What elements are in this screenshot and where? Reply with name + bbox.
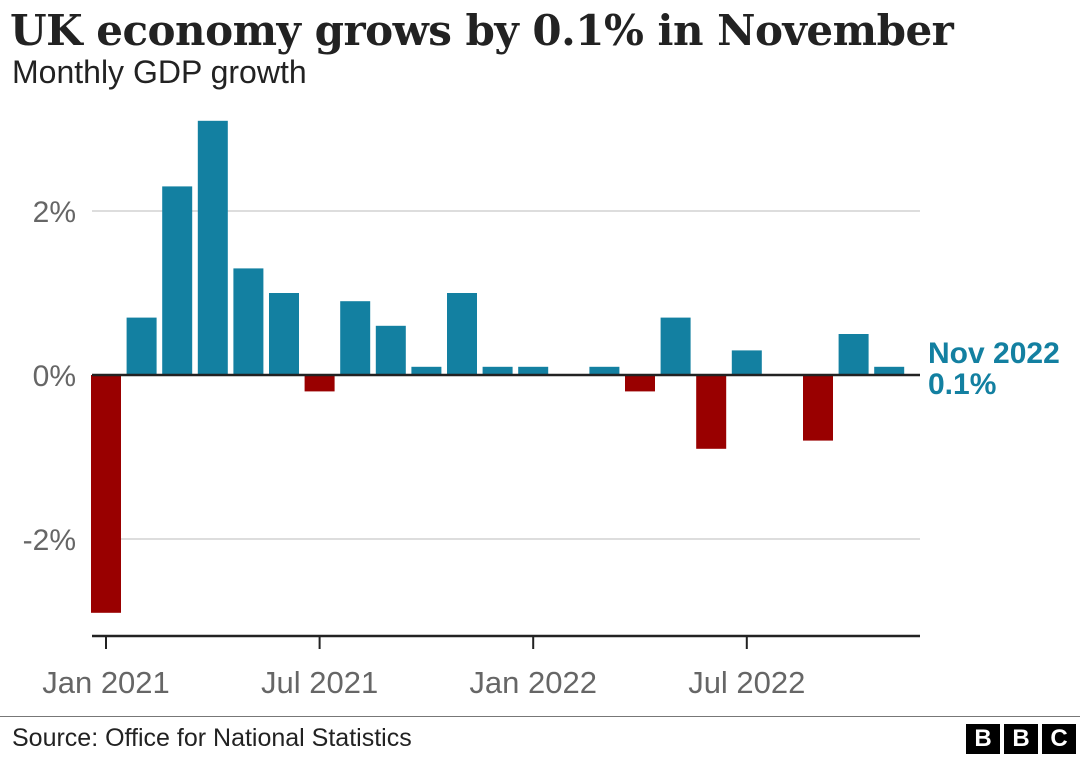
bar-may-2021 xyxy=(233,268,264,375)
chart-title: UK economy grows by 0.1% in November xyxy=(10,6,954,55)
annotation-value: 0.1% xyxy=(928,368,996,401)
bbc-logo-c: C xyxy=(1042,724,1076,754)
y-tick-label: 2% xyxy=(33,196,76,229)
bars xyxy=(91,120,905,613)
bar-mar-2022 xyxy=(589,366,620,375)
bar-mar-2021 xyxy=(162,186,193,375)
bar-oct-2021 xyxy=(411,366,442,375)
bar-apr-2022 xyxy=(625,375,655,392)
source-note: Source: Office for National Statistics xyxy=(12,724,412,752)
bar-jan-2022 xyxy=(518,366,549,375)
x-tick-label: Jul 2021 xyxy=(261,665,378,700)
bbc-logo-b1: B xyxy=(966,724,1000,754)
x-axis-ticks: Jan 2021 Jul 2021 Jan 2022 Jul 2022 xyxy=(42,636,805,700)
bar-oct-2022 xyxy=(838,334,869,375)
bar-nov-2021 xyxy=(447,293,477,375)
x-tick-label: Jan 2022 xyxy=(469,665,597,700)
bar-jan-2021 xyxy=(91,375,121,613)
y-tick-label: -2% xyxy=(23,524,76,557)
bar-chart: 2% 0% -2% Jan 2021 Jul 2021 Jan 2022 Jul 2022… xyxy=(23,120,1060,700)
source-divider xyxy=(0,716,1080,717)
bbc-logo-b2: B xyxy=(1004,724,1038,754)
y-axis-ticks: 2% 0% -2% xyxy=(23,196,76,557)
bar-may-2022 xyxy=(660,317,691,375)
annotation-label: Nov 2022 xyxy=(928,337,1060,370)
bar-jun-2021 xyxy=(269,293,299,375)
x-tick-label: Jul 2022 xyxy=(688,665,805,700)
gridlines xyxy=(92,210,920,540)
bar-aug-2021 xyxy=(340,301,371,375)
bar-sep-2021 xyxy=(375,325,406,375)
bar-sep-2022 xyxy=(803,375,833,441)
bar-dec-2021 xyxy=(482,366,513,375)
bar-nov-2022 xyxy=(874,366,905,375)
bar-jul-2021 xyxy=(304,375,335,392)
bar-apr-2021 xyxy=(197,120,228,375)
x-tick-label: Jan 2021 xyxy=(42,665,170,700)
bar-feb-2021 xyxy=(126,317,157,375)
bar-jul-2022 xyxy=(731,350,762,375)
axes xyxy=(92,373,920,638)
chart-subtitle: Monthly GDP growth xyxy=(12,54,307,90)
bar-jun-2022 xyxy=(696,375,727,449)
y-tick-label: 0% xyxy=(33,360,76,393)
